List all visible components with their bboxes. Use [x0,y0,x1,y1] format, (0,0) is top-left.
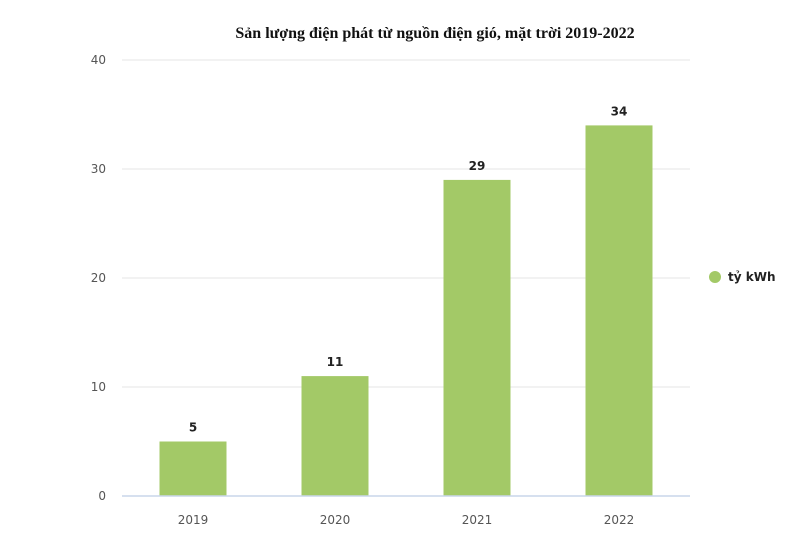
bar-2021[interactable] [443,179,511,496]
y-tick-label: 40 [91,53,106,67]
bar-2020[interactable] [301,376,369,496]
y-axis-ticks: 0 10 20 30 40 [91,53,106,503]
bar-2022[interactable] [585,125,653,497]
x-tick-label-2021: 2021 [462,513,493,527]
x-tick-label-2022: 2022 [604,513,635,527]
chart-title: Sản lượng điện phát từ nguồn điện gió, m… [235,25,634,42]
y-tick-label: 0 [98,489,106,503]
data-label-2019: 5 [189,421,197,435]
legend: tỷ kWh [709,270,776,284]
legend-label: tỷ kWh [728,270,776,284]
data-labels: 5 11 29 34 [189,104,628,434]
x-tick-label-2019: 2019 [178,513,209,527]
y-tick-label: 30 [91,162,106,176]
data-label-2021: 29 [469,159,486,173]
y-tick-label: 10 [91,380,106,394]
y-tick-label: 20 [91,271,106,285]
data-label-2020: 11 [327,355,344,369]
x-axis-ticks: 2019 2020 2021 2022 [178,513,635,527]
bar-2019[interactable] [159,441,227,497]
legend-marker [709,271,721,283]
data-label-2022: 34 [611,104,628,118]
bars [159,125,653,497]
x-tick-label-2020: 2020 [320,513,351,527]
